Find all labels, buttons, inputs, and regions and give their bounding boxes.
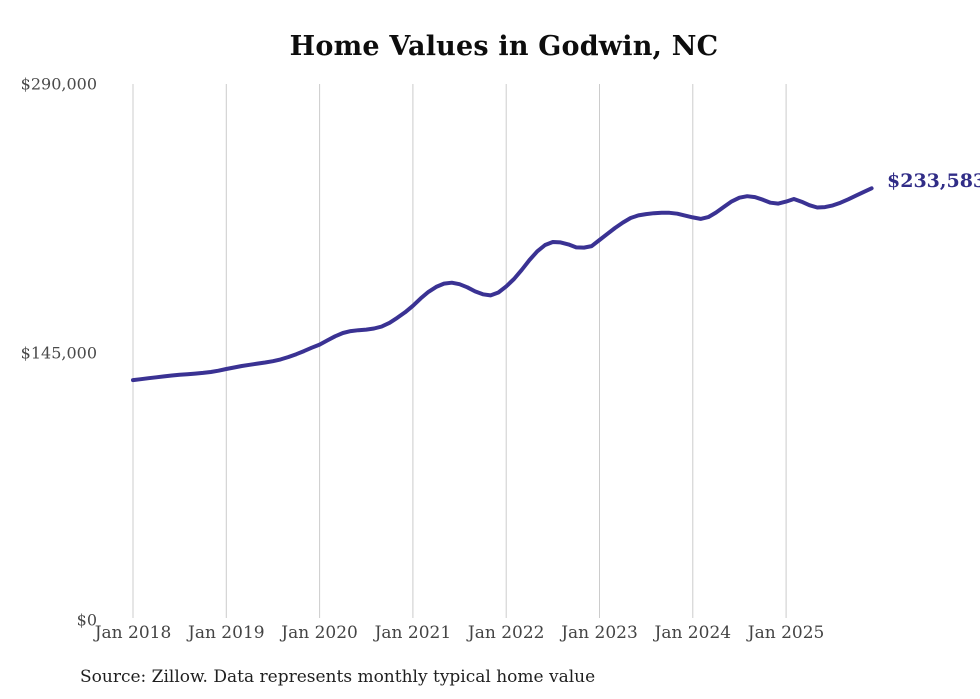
x-axis-tick-label-jan-2022: Jan 2022 [467,623,545,643]
x-axis-tick-label-jan-2023: Jan 2023 [561,623,638,643]
y-axis-tick-label-0: $0 [76,610,97,630]
x-axis-tick-label-jan-2018: Jan 2018 [94,623,172,643]
x-axis-tick-label-jan-2025: Jan 2025 [747,623,825,643]
x-axis-tick-label-jan-2024: Jan 2024 [654,623,732,643]
x-axis-tick-label-jan-2021: Jan 2021 [374,623,452,643]
latest-value-label: $233,583 [887,170,980,192]
source-note: Source: Zillow. Data represents monthly … [80,667,596,687]
y-axis-tick-label-290000: $290,000 [20,74,97,94]
x-axis-tick-label-jan-2019: Jan 2019 [188,623,265,643]
x-axis-tick-label-jan-2020: Jan 2020 [281,623,358,643]
chart-title: Home Values in Godwin, NC [289,31,719,62]
y-axis-tick-label-145000: $145,000 [20,343,97,363]
home-value-trend-line [131,186,874,383]
